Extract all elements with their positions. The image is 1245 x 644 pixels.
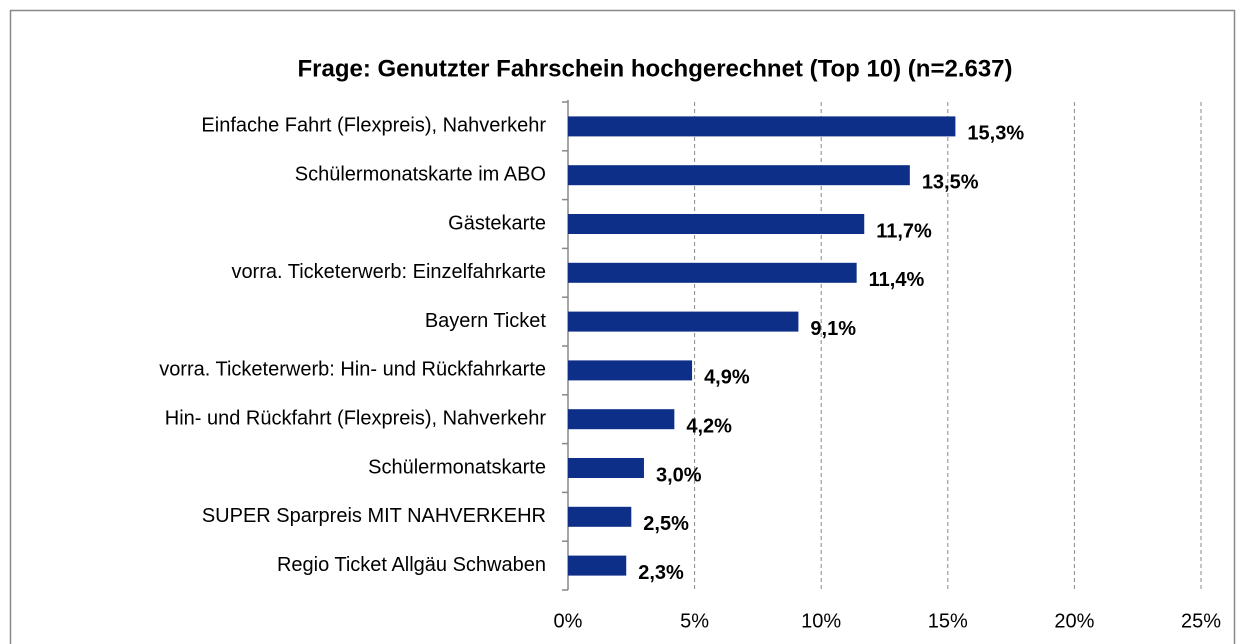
bar bbox=[568, 458, 644, 478]
x-tick-label: 15% bbox=[928, 610, 968, 632]
value-label: 11,4% bbox=[869, 269, 925, 291]
value-label: 13,5% bbox=[922, 171, 979, 193]
value-label: 4,2% bbox=[686, 415, 732, 437]
bar bbox=[568, 409, 675, 430]
y-tick-label: SUPER Sparpreis MIT NAHVERKEHR bbox=[202, 505, 546, 527]
value-label: 3,0% bbox=[656, 464, 702, 486]
x-tick-label: 25% bbox=[1181, 610, 1221, 632]
bar bbox=[568, 165, 910, 186]
x-tick-label: 10% bbox=[801, 610, 841, 632]
x-tick-label: 0% bbox=[554, 610, 583, 632]
x-tick-label: 5% bbox=[680, 610, 709, 632]
bar bbox=[568, 506, 632, 527]
bar bbox=[568, 360, 693, 381]
value-label: 4,9% bbox=[704, 367, 750, 389]
y-tick-label: Gästekarte bbox=[448, 212, 546, 234]
y-tick-label: vorra. Ticketerwerb: Einzelfahrkarte bbox=[231, 261, 546, 283]
y-tick-label: Hin- und Rückfahrt (Flexpreis), Nahverke… bbox=[165, 407, 547, 429]
bar bbox=[568, 555, 627, 576]
bar bbox=[568, 214, 865, 234]
y-tick-label: Schülermonatskarte bbox=[368, 456, 546, 478]
y-tick-label: Regio Ticket Allgäu Schwaben bbox=[277, 554, 546, 576]
y-tick-label: Bayern Ticket bbox=[425, 310, 547, 332]
bar bbox=[568, 116, 956, 137]
value-label: 2,3% bbox=[638, 562, 684, 584]
value-label: 11,7% bbox=[876, 220, 932, 242]
bar bbox=[568, 311, 799, 332]
value-label: 2,5% bbox=[643, 513, 689, 535]
y-tick-label: Einfache Fahrt (Flexpreis), Nahverkehr bbox=[201, 115, 546, 137]
value-label: 9,1% bbox=[810, 318, 856, 340]
value-label: 15,3% bbox=[967, 123, 1024, 145]
bar bbox=[568, 262, 857, 283]
chart-title: Frage: Genutzter Fahrschein hochgerechne… bbox=[297, 55, 1012, 82]
y-tick-label: vorra. Ticketerwerb: Hin- und Rückfahrka… bbox=[159, 359, 546, 381]
x-tick-label: 20% bbox=[1054, 610, 1094, 632]
y-tick-label: Schülermonatskarte im ABO bbox=[295, 163, 546, 185]
